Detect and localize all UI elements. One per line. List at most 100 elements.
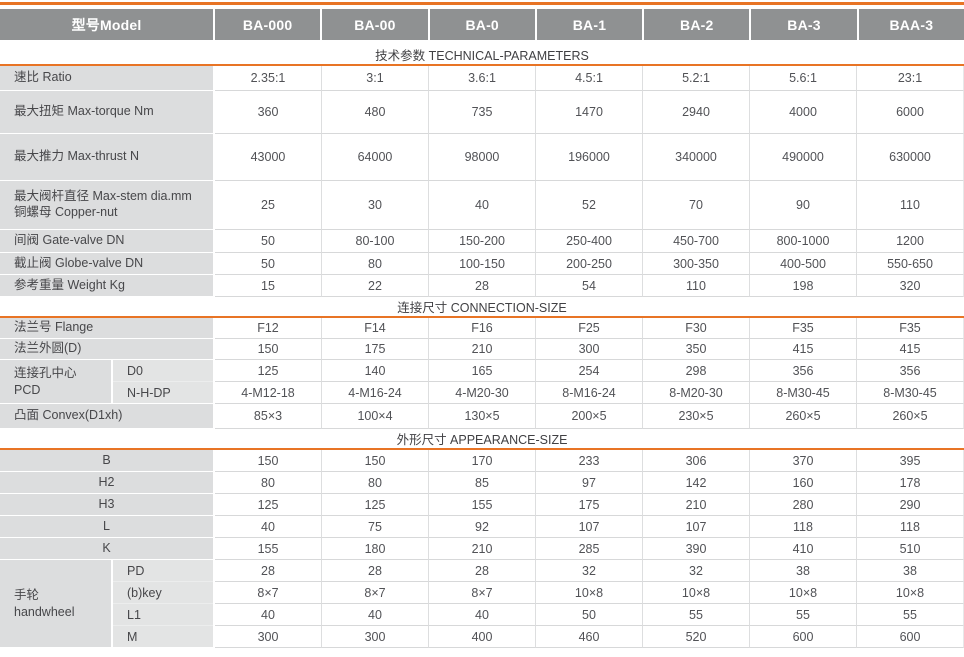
row-group-label: 连接孔中心 PCD bbox=[0, 360, 111, 404]
row-values: 50 80 100-150 200-250 300-350 400-500 550-650 bbox=[215, 253, 964, 275]
table-row: 最大阀杆直径 Max-stem dia.mm 铜螺母 Copper-nut 25 3… bbox=[0, 181, 964, 230]
value-cell: 280 bbox=[750, 494, 857, 516]
table-header-row: 型号Model BA-000 BA-00 BA-0 BA-1 BA-2 BA-3 BAA-3 bbox=[0, 9, 964, 40]
row-values: 150 150 170 233 306 370 395 bbox=[215, 450, 964, 472]
value-cell: 150 bbox=[215, 450, 322, 472]
table-row: 速比 Ratio 2.35:1 3:1 3.6:1 4.5:1 5.2:1 5.6:1 23:… bbox=[0, 66, 964, 91]
value-cell: 150 bbox=[322, 450, 429, 472]
value-cell: 370 bbox=[750, 450, 857, 472]
value-cell: 800-1000 bbox=[750, 230, 857, 253]
value-cell: 395 bbox=[857, 450, 964, 472]
table-row: 间阀 Gate-valve DN 50 80-100 150-200 250-400 45… bbox=[0, 230, 964, 253]
value-cell: 400 bbox=[429, 626, 536, 648]
value-cell: 4-M16-24 bbox=[322, 382, 429, 404]
value-cell: 32 bbox=[643, 560, 750, 582]
value-cell: 2.35:1 bbox=[215, 66, 322, 91]
value-cell: 43000 bbox=[215, 134, 322, 181]
value-cell: F30 bbox=[643, 318, 750, 339]
value-cell: 298 bbox=[643, 360, 750, 382]
value-cell: 155 bbox=[215, 538, 322, 560]
row-values: 80 80 85 97 142 160 178 bbox=[215, 472, 964, 494]
value-cell: 155 bbox=[429, 494, 536, 516]
value-cell: 15 bbox=[215, 275, 322, 297]
value-cell: 200-250 bbox=[536, 253, 643, 275]
value-cell: 300-350 bbox=[643, 253, 750, 275]
model-column-header: BA-000 bbox=[215, 9, 321, 40]
row-values: 25 30 40 52 70 90 110 bbox=[215, 181, 964, 230]
value-cell: 50 bbox=[536, 604, 643, 626]
value-cell: 85×3 bbox=[215, 404, 322, 429]
value-cell: 4.5:1 bbox=[536, 66, 643, 91]
table-row: H3 125 125 155 175 210 280 290 bbox=[0, 494, 964, 516]
table-row: B 150 150 170 233 306 370 395 bbox=[0, 450, 964, 472]
value-cell: 450-700 bbox=[643, 230, 750, 253]
value-cell: 30 bbox=[322, 181, 429, 230]
subrow-label: PD bbox=[113, 560, 213, 582]
value-cell: 125 bbox=[322, 494, 429, 516]
row-values: 155 180 210 285 390 410 510 bbox=[215, 538, 964, 560]
value-cell: 210 bbox=[429, 538, 536, 560]
value-cell: 3.6:1 bbox=[429, 66, 536, 91]
row-label: 最大推力 Max-thrust N bbox=[0, 134, 213, 181]
value-cell: F35 bbox=[857, 318, 964, 339]
value-cell: 80 bbox=[322, 472, 429, 494]
value-cell: 198 bbox=[750, 275, 857, 297]
value-cell: F12 bbox=[215, 318, 322, 339]
value-cell: 100×4 bbox=[322, 404, 429, 429]
value-cell: 8-M30-45 bbox=[857, 382, 964, 404]
row-label: 参考重量 Weight Kg bbox=[0, 275, 213, 297]
row-values: 85×3 100×4 130×5 200×5 230×5 260×5 260×5 bbox=[215, 404, 964, 429]
row-values: 125 125 155 175 210 280 290 bbox=[215, 494, 964, 516]
value-cell: 142 bbox=[643, 472, 750, 494]
value-cell: 25 bbox=[215, 181, 322, 230]
value-cell: 510 bbox=[857, 538, 964, 560]
value-cell: 125 bbox=[215, 360, 322, 382]
value-cell: 80 bbox=[215, 472, 322, 494]
value-cell: 130×5 bbox=[429, 404, 536, 429]
value-cell: 40 bbox=[429, 604, 536, 626]
table-subrow: D0 125 140 165 254 298 356 356 bbox=[113, 360, 964, 382]
value-cell: 75 bbox=[322, 516, 429, 538]
subrow-label: M bbox=[113, 626, 213, 648]
value-cell: 320 bbox=[857, 275, 964, 297]
value-cell: F14 bbox=[322, 318, 429, 339]
table-row: H2 80 80 85 97 142 160 178 bbox=[0, 472, 964, 494]
value-cell: 55 bbox=[643, 604, 750, 626]
value-cell: 390 bbox=[643, 538, 750, 560]
value-cell: 10×8 bbox=[750, 582, 857, 604]
table-row: 凸面 Convex(D1xh) 85×3 100×4 130×5 200×5 230×5 2… bbox=[0, 404, 964, 429]
subrow-values: 28 28 28 32 32 38 38 bbox=[215, 560, 964, 582]
row-label: 法兰号 Flange bbox=[0, 318, 213, 339]
value-cell: 28 bbox=[429, 275, 536, 297]
value-cell: 233 bbox=[536, 450, 643, 472]
value-cell: 4000 bbox=[750, 91, 857, 134]
row-label: 最大扭矩 Max-torque Nm bbox=[0, 91, 213, 134]
value-cell: F35 bbox=[750, 318, 857, 339]
value-cell: 356 bbox=[750, 360, 857, 382]
section-title: 连接尺寸 CONNECTION-SIZE bbox=[0, 297, 964, 318]
table-row: 最大推力 Max-thrust N 43000 64000 98000 196000 34… bbox=[0, 134, 964, 181]
value-cell: 1200 bbox=[857, 230, 964, 253]
value-cell: 210 bbox=[643, 494, 750, 516]
model-column-header: BA-2 bbox=[644, 9, 750, 40]
table-subrow: L1 40 40 40 50 55 55 55 bbox=[113, 604, 964, 626]
value-cell: 250-400 bbox=[536, 230, 643, 253]
value-cell: 2940 bbox=[643, 91, 750, 134]
row-values: F12 F14 F16 F25 F30 F35 F35 bbox=[215, 318, 964, 339]
value-cell: 550-650 bbox=[857, 253, 964, 275]
value-cell: 80-100 bbox=[322, 230, 429, 253]
table-row: 最大扭矩 Max-torque Nm 360 480 735 1470 2940 4000 6… bbox=[0, 91, 964, 134]
model-column-header: BAA-3 bbox=[858, 9, 964, 40]
table-row: 法兰外圆(D) 150 175 210 300 350 415 415 bbox=[0, 339, 964, 360]
value-cell: 150 bbox=[215, 339, 322, 360]
row-label: 法兰外圆(D) bbox=[0, 339, 213, 360]
subrow-values: 8×7 8×7 8×7 10×8 10×8 10×8 10×8 bbox=[215, 582, 964, 604]
value-cell: 5.6:1 bbox=[750, 66, 857, 91]
value-cell: 4-M12-18 bbox=[215, 382, 322, 404]
table-subrow: N-H-DP 4-M12-18 4-M16-24 4-M20-30 8-M16-24 8-… bbox=[113, 382, 964, 404]
value-cell: 200×5 bbox=[536, 404, 643, 429]
value-cell: F25 bbox=[536, 318, 643, 339]
value-cell: 10×8 bbox=[857, 582, 964, 604]
value-cell: 520 bbox=[643, 626, 750, 648]
value-cell: 4-M20-30 bbox=[429, 382, 536, 404]
